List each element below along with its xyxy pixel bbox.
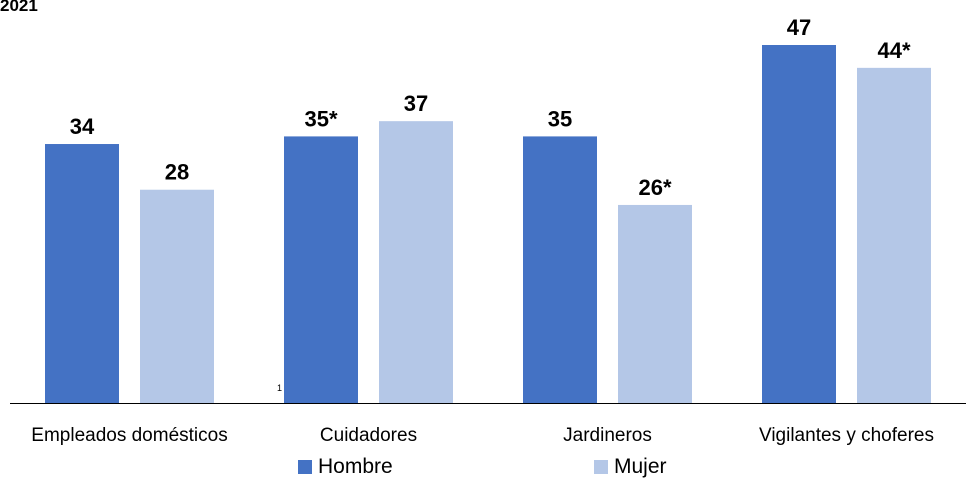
bar-mujer-1 bbox=[379, 121, 453, 403]
data-label-hombre-1: 35* bbox=[304, 106, 337, 131]
bars-group bbox=[45, 45, 931, 404]
bar-mujer-2 bbox=[618, 204, 692, 403]
x-tick-label-3: Vigilantes y choferes bbox=[759, 425, 934, 446]
legend-item-hombre: Hombre bbox=[298, 455, 393, 479]
data-labels-group: 34 28 35* 37 35 26* 47 44* bbox=[70, 15, 911, 200]
legend-swatch-hombre bbox=[298, 460, 312, 474]
bar-hombre-2 bbox=[523, 136, 597, 404]
legend-label-mujer: Mujer bbox=[614, 455, 667, 478]
data-label-mujer-0: 28 bbox=[165, 160, 189, 185]
data-label-hombre-0: 34 bbox=[70, 114, 95, 139]
x-tick-labels-group: Empleados domésticos Cuidadores Jardineros… bbox=[31, 425, 934, 446]
stray-mark: 1 bbox=[277, 383, 283, 393]
legend-swatch-mujer bbox=[594, 460, 608, 474]
x-tick-label-1: Cuidadores bbox=[320, 425, 417, 446]
bar-hombre-0 bbox=[45, 144, 119, 403]
bar-mujer-3 bbox=[857, 67, 931, 403]
bar-hombre-3 bbox=[762, 45, 836, 403]
legend-item-mujer: Mujer bbox=[594, 455, 667, 479]
data-label-hombre-2: 35 bbox=[548, 106, 572, 131]
data-label-hombre-3: 47 bbox=[787, 15, 811, 40]
legend-label-hombre: Hombre bbox=[318, 455, 393, 478]
data-label-mujer-1: 37 bbox=[404, 91, 428, 116]
data-label-mujer-3: 44* bbox=[877, 38, 910, 63]
data-label-mujer-2: 26* bbox=[638, 175, 671, 200]
chart-title-year: 2021 bbox=[0, 0, 38, 15]
x-tick-label-0: Empleados domésticos bbox=[31, 425, 227, 446]
bar-hombre-1 bbox=[284, 136, 358, 404]
x-tick-label-2: Jardineros bbox=[563, 425, 652, 446]
bar-mujer-0 bbox=[140, 189, 214, 403]
